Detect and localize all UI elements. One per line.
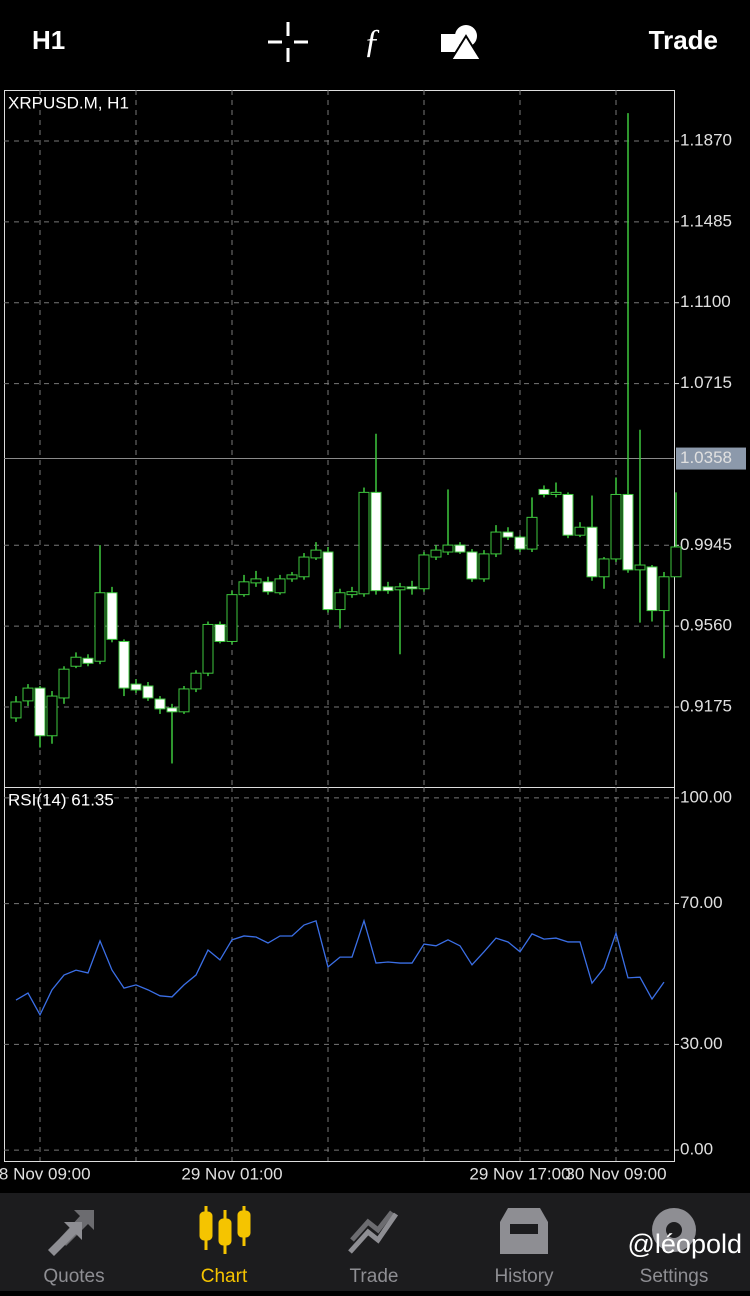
history-icon[interactable]: [500, 1208, 548, 1254]
y-tick-label: 0.9945: [680, 535, 732, 554]
candle-body: [526, 516, 538, 550]
tab-label[interactable]: Trade: [350, 1266, 399, 1287]
candle-body: [478, 553, 490, 580]
candle-body: [250, 578, 262, 584]
candle-body: [286, 574, 298, 580]
plots: 1.1870 1.1485 1.1100 1.0715 0.9945 0.9560 0.91…: [0, 90, 746, 1183]
candle-body: [358, 491, 370, 595]
tab-label[interactable]: Chart: [201, 1266, 248, 1287]
x-tick-label: 29 Nov 01:00: [181, 1164, 282, 1183]
candle-body: [34, 687, 46, 737]
y-tick-label: 1.1100: [680, 292, 731, 311]
candle-body: [190, 672, 202, 690]
candle-body: [178, 688, 190, 713]
candle-body: [610, 493, 622, 560]
rsi-panel: [4, 787, 675, 1162]
candle-body: [118, 640, 130, 689]
candle-body: [370, 491, 382, 592]
x-tick-label: 30 Nov 09:00: [565, 1164, 666, 1183]
candle-body: [514, 536, 526, 550]
candle-body: [274, 578, 286, 594]
candle-body: [58, 668, 70, 699]
y-tick-label: 70.00: [680, 893, 723, 912]
candle-body: [262, 581, 274, 593]
candle-body: [442, 544, 454, 553]
y-tick-label: 0.00: [680, 1140, 713, 1159]
candle-body: [10, 701, 22, 719]
candle-body: [406, 586, 418, 590]
y-tick-label: 100.00: [680, 787, 732, 806]
x-tick-label: 29 Nov 17:00: [469, 1164, 570, 1183]
candle-body: [586, 526, 598, 578]
candle-body: [418, 554, 430, 590]
tab-labels: Quotes Chart Trade History Settings: [43, 1266, 708, 1287]
candle-body: [142, 685, 154, 699]
candle-body: [130, 683, 142, 691]
y-tick-label: 0.9175: [680, 696, 732, 715]
candle-body: [430, 549, 442, 558]
candle-body: [598, 558, 610, 578]
panel-title: XRPUSD.M, H1: [8, 93, 129, 112]
tab-label[interactable]: History: [494, 1266, 554, 1287]
watermark: @léopold: [628, 1229, 743, 1259]
candle-body: [574, 526, 586, 536]
tab-label[interactable]: Settings: [640, 1266, 709, 1287]
candle-body: [154, 698, 166, 710]
quotes-icon[interactable]: [48, 1210, 94, 1256]
candle-body: [310, 549, 322, 559]
candle-body: [658, 576, 670, 612]
candle-body: [70, 656, 82, 667]
x-tick-label: 28 Nov 09:00: [0, 1164, 91, 1183]
candle-body: [550, 491, 562, 495]
y-tick-label: 1.1485: [680, 211, 732, 230]
candle-body: [106, 592, 118, 640]
candle-body: [166, 707, 178, 713]
candle-body: [82, 657, 94, 664]
trade-button[interactable]: Trade: [649, 25, 718, 55]
candle-body: [22, 687, 34, 702]
tab-label[interactable]: Quotes: [43, 1266, 104, 1287]
candle-body: [646, 566, 658, 612]
candle-body: [226, 594, 238, 642]
trade-icon[interactable]: [348, 1210, 399, 1254]
current-price-box: [676, 447, 746, 470]
candle-body: [490, 531, 502, 555]
candle-body: [322, 551, 334, 611]
rsi-line: [15, 918, 665, 1017]
settings-icon[interactable]: [652, 1208, 696, 1252]
candle-body: [94, 592, 106, 662]
candle-body: [346, 591, 358, 596]
y-tick-label: 30.00: [680, 1034, 723, 1053]
objects-icon[interactable]: [441, 25, 483, 61]
y-tick-label: 1.0715: [680, 373, 732, 392]
candle-body: [562, 493, 574, 536]
candle-body: [622, 493, 634, 571]
current-price-label: 1.0358: [680, 448, 732, 467]
tab-bar: [0, 1193, 750, 1291]
candle-body: [466, 551, 478, 580]
timeframe-button[interactable]: H1: [32, 25, 65, 55]
y-tick-label: 0.9560: [680, 616, 732, 635]
candle-body: [238, 581, 250, 596]
panel-title: RSI(14) 61.35: [8, 790, 114, 809]
chart-icon[interactable]: [199, 1206, 251, 1254]
candle-body: [670, 546, 682, 578]
candle-body: [334, 592, 346, 611]
candle-body: [46, 695, 58, 737]
candle-body: [214, 623, 226, 642]
candle-body: [298, 556, 310, 578]
candle-body: [538, 488, 550, 495]
candle-body: [202, 623, 214, 674]
y-tick-label: 1.1870: [680, 131, 732, 150]
candle-body: [634, 564, 646, 571]
indicator-icon[interactable]: ƒ: [364, 23, 381, 60]
candle-body: [502, 531, 514, 538]
candle-body: [394, 586, 406, 591]
crosshair-icon[interactable]: [268, 22, 308, 62]
candle-body: [382, 586, 394, 592]
candle-body: [454, 544, 466, 553]
